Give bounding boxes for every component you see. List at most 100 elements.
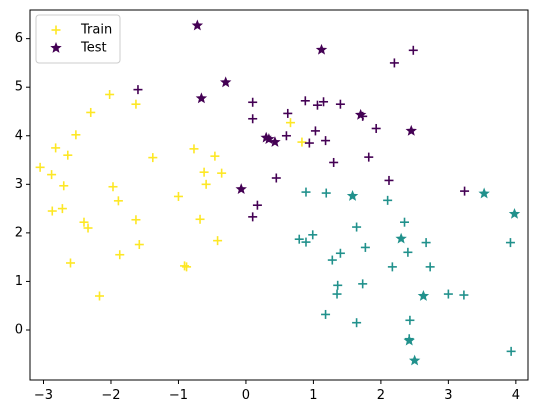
train-point xyxy=(335,99,345,109)
train-point xyxy=(389,58,399,68)
legend-test-label: Test xyxy=(80,41,107,56)
train-point xyxy=(86,107,96,117)
train-point xyxy=(321,136,331,146)
data-points xyxy=(35,19,521,366)
train-point xyxy=(300,96,310,106)
train-point xyxy=(408,45,418,55)
train-point xyxy=(421,238,431,248)
y-tick-label: 1 xyxy=(15,274,23,289)
x-tick-label: 0 xyxy=(242,388,250,403)
train-point xyxy=(425,262,435,272)
train-point xyxy=(195,214,205,224)
train-point xyxy=(384,175,394,185)
train-point xyxy=(387,262,397,272)
train-point xyxy=(79,217,89,227)
train-point xyxy=(400,217,410,227)
test-point xyxy=(508,207,521,219)
train-point xyxy=(312,100,322,110)
train-point xyxy=(189,144,199,154)
train-point xyxy=(360,242,370,252)
train-point xyxy=(131,99,141,109)
train-point xyxy=(329,157,339,167)
train-point xyxy=(327,255,337,265)
test-point xyxy=(403,334,415,346)
train-point xyxy=(65,258,75,268)
legend-plus-glyph xyxy=(51,25,61,35)
legend-train-marker xyxy=(51,25,61,35)
test-point xyxy=(408,354,421,366)
train-point xyxy=(352,222,362,232)
train-point xyxy=(443,289,453,299)
x-axis: −3 −2 −1 0 1 2 3 4 xyxy=(34,380,520,403)
test-point xyxy=(346,189,359,201)
train-point xyxy=(134,240,144,250)
train-point xyxy=(281,131,291,141)
legend-test-marker xyxy=(50,42,62,53)
test-point xyxy=(417,290,430,301)
train-point xyxy=(113,196,123,206)
train-point xyxy=(459,290,469,300)
train-point xyxy=(321,309,331,319)
test-point xyxy=(315,43,328,55)
train-point xyxy=(57,204,67,214)
train-point xyxy=(358,279,368,289)
y-tick-label: 5 xyxy=(15,80,23,95)
train-point xyxy=(403,247,413,257)
train-point xyxy=(321,188,331,198)
train-point xyxy=(332,289,342,299)
y-tick-label: 6 xyxy=(15,31,23,46)
legend-star-glyph xyxy=(50,42,62,53)
train-point xyxy=(95,291,105,301)
train-point xyxy=(371,123,381,133)
train-point xyxy=(283,108,293,118)
train-point xyxy=(248,212,258,222)
train-point xyxy=(248,114,258,124)
train-point xyxy=(131,215,141,225)
train-point xyxy=(182,262,192,272)
test-point xyxy=(405,124,417,136)
train-point xyxy=(47,170,57,180)
x-tick-label: 1 xyxy=(309,388,317,403)
train-point xyxy=(217,168,227,178)
train-point xyxy=(180,261,190,271)
train-point xyxy=(460,186,470,196)
train-point xyxy=(115,250,125,260)
y-tick-label: 0 xyxy=(15,322,23,337)
test-point xyxy=(354,108,367,120)
train-point xyxy=(352,318,362,328)
train-point xyxy=(133,85,143,95)
train-point xyxy=(108,182,118,192)
y-tick-label: 4 xyxy=(15,128,23,143)
train-point xyxy=(505,238,515,248)
test-point xyxy=(478,187,490,199)
train-point xyxy=(301,237,311,247)
y-tick-label: 2 xyxy=(15,225,23,240)
x-tick-label: 4 xyxy=(512,388,520,403)
train-point xyxy=(173,191,183,201)
train-point xyxy=(252,200,262,210)
train-point xyxy=(47,206,57,216)
train-point xyxy=(301,187,311,197)
test-point xyxy=(219,76,232,88)
train-point xyxy=(271,173,281,183)
train-point xyxy=(335,248,345,258)
train-point xyxy=(83,223,93,233)
train-point xyxy=(248,97,258,107)
test-point xyxy=(195,92,208,104)
train-point xyxy=(201,179,211,189)
train-point xyxy=(333,280,343,290)
y-axis: 0 1 2 3 4 5 6 xyxy=(15,31,30,337)
test-point xyxy=(395,232,407,244)
legend-train-label: Train xyxy=(80,23,112,38)
train-point xyxy=(51,143,61,153)
x-tick-label: 3 xyxy=(444,388,452,403)
test-point xyxy=(235,183,247,195)
train-point xyxy=(308,230,318,240)
train-point xyxy=(319,97,329,107)
train-point xyxy=(405,315,415,325)
train-point xyxy=(285,118,295,128)
test-point xyxy=(269,136,281,147)
train-point xyxy=(71,130,81,140)
